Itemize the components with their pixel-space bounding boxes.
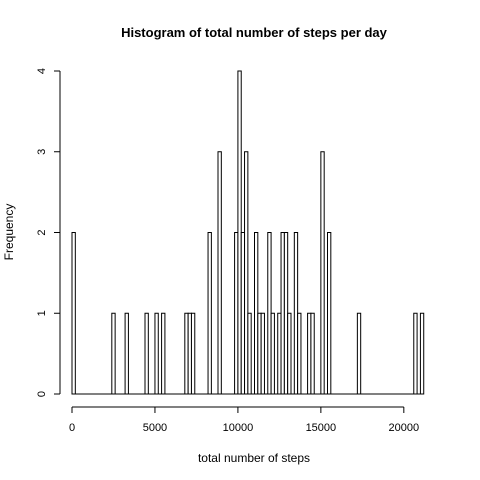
- histogram-bar: [111, 312, 116, 395]
- histogram-bar: [320, 151, 325, 395]
- histogram-bar: [71, 232, 76, 395]
- histogram-bar: [247, 312, 252, 395]
- x-tick-label: 5000: [143, 422, 167, 434]
- y-axis-label: Frequency: [2, 204, 16, 261]
- chart-title: Histogram of total number of steps per d…: [121, 25, 388, 40]
- y-axis-ticks: 0 1 2 3 4: [36, 68, 60, 397]
- histogram-bar: [154, 312, 159, 395]
- histogram-bar: [297, 312, 302, 395]
- x-axis-ticks: 0 5000 10000 15000 20000: [69, 407, 419, 434]
- histogram-bar: [124, 312, 129, 395]
- histogram-bar: [217, 151, 222, 395]
- y-tick-label: 3: [36, 149, 48, 155]
- histogram-bar: [190, 312, 196, 395]
- y-tick-label: 4: [36, 68, 48, 74]
- histogram-bar: [413, 312, 418, 395]
- histogram-bar: [260, 312, 265, 395]
- histogram-bar: [161, 312, 166, 395]
- y-tick-label: 2: [36, 229, 48, 235]
- bars-group: [71, 70, 425, 395]
- x-axis-label: total number of steps: [198, 451, 310, 465]
- histogram-bar: [327, 232, 332, 395]
- histogram-bar: [356, 312, 362, 395]
- histogram-bar: [270, 312, 275, 395]
- histogram-bar: [144, 312, 149, 395]
- y-tick-label: 0: [36, 391, 48, 397]
- histogram-bar: [287, 312, 292, 395]
- x-tick-label: 10000: [223, 422, 254, 434]
- histogram-bar: [310, 312, 315, 395]
- x-tick-label: 20000: [389, 422, 420, 434]
- histogram-bar: [419, 312, 425, 395]
- y-tick-label: 1: [36, 310, 48, 316]
- x-tick-label: 0: [69, 422, 75, 434]
- x-tick-label: 15000: [306, 422, 337, 434]
- histogram-bar: [207, 232, 212, 395]
